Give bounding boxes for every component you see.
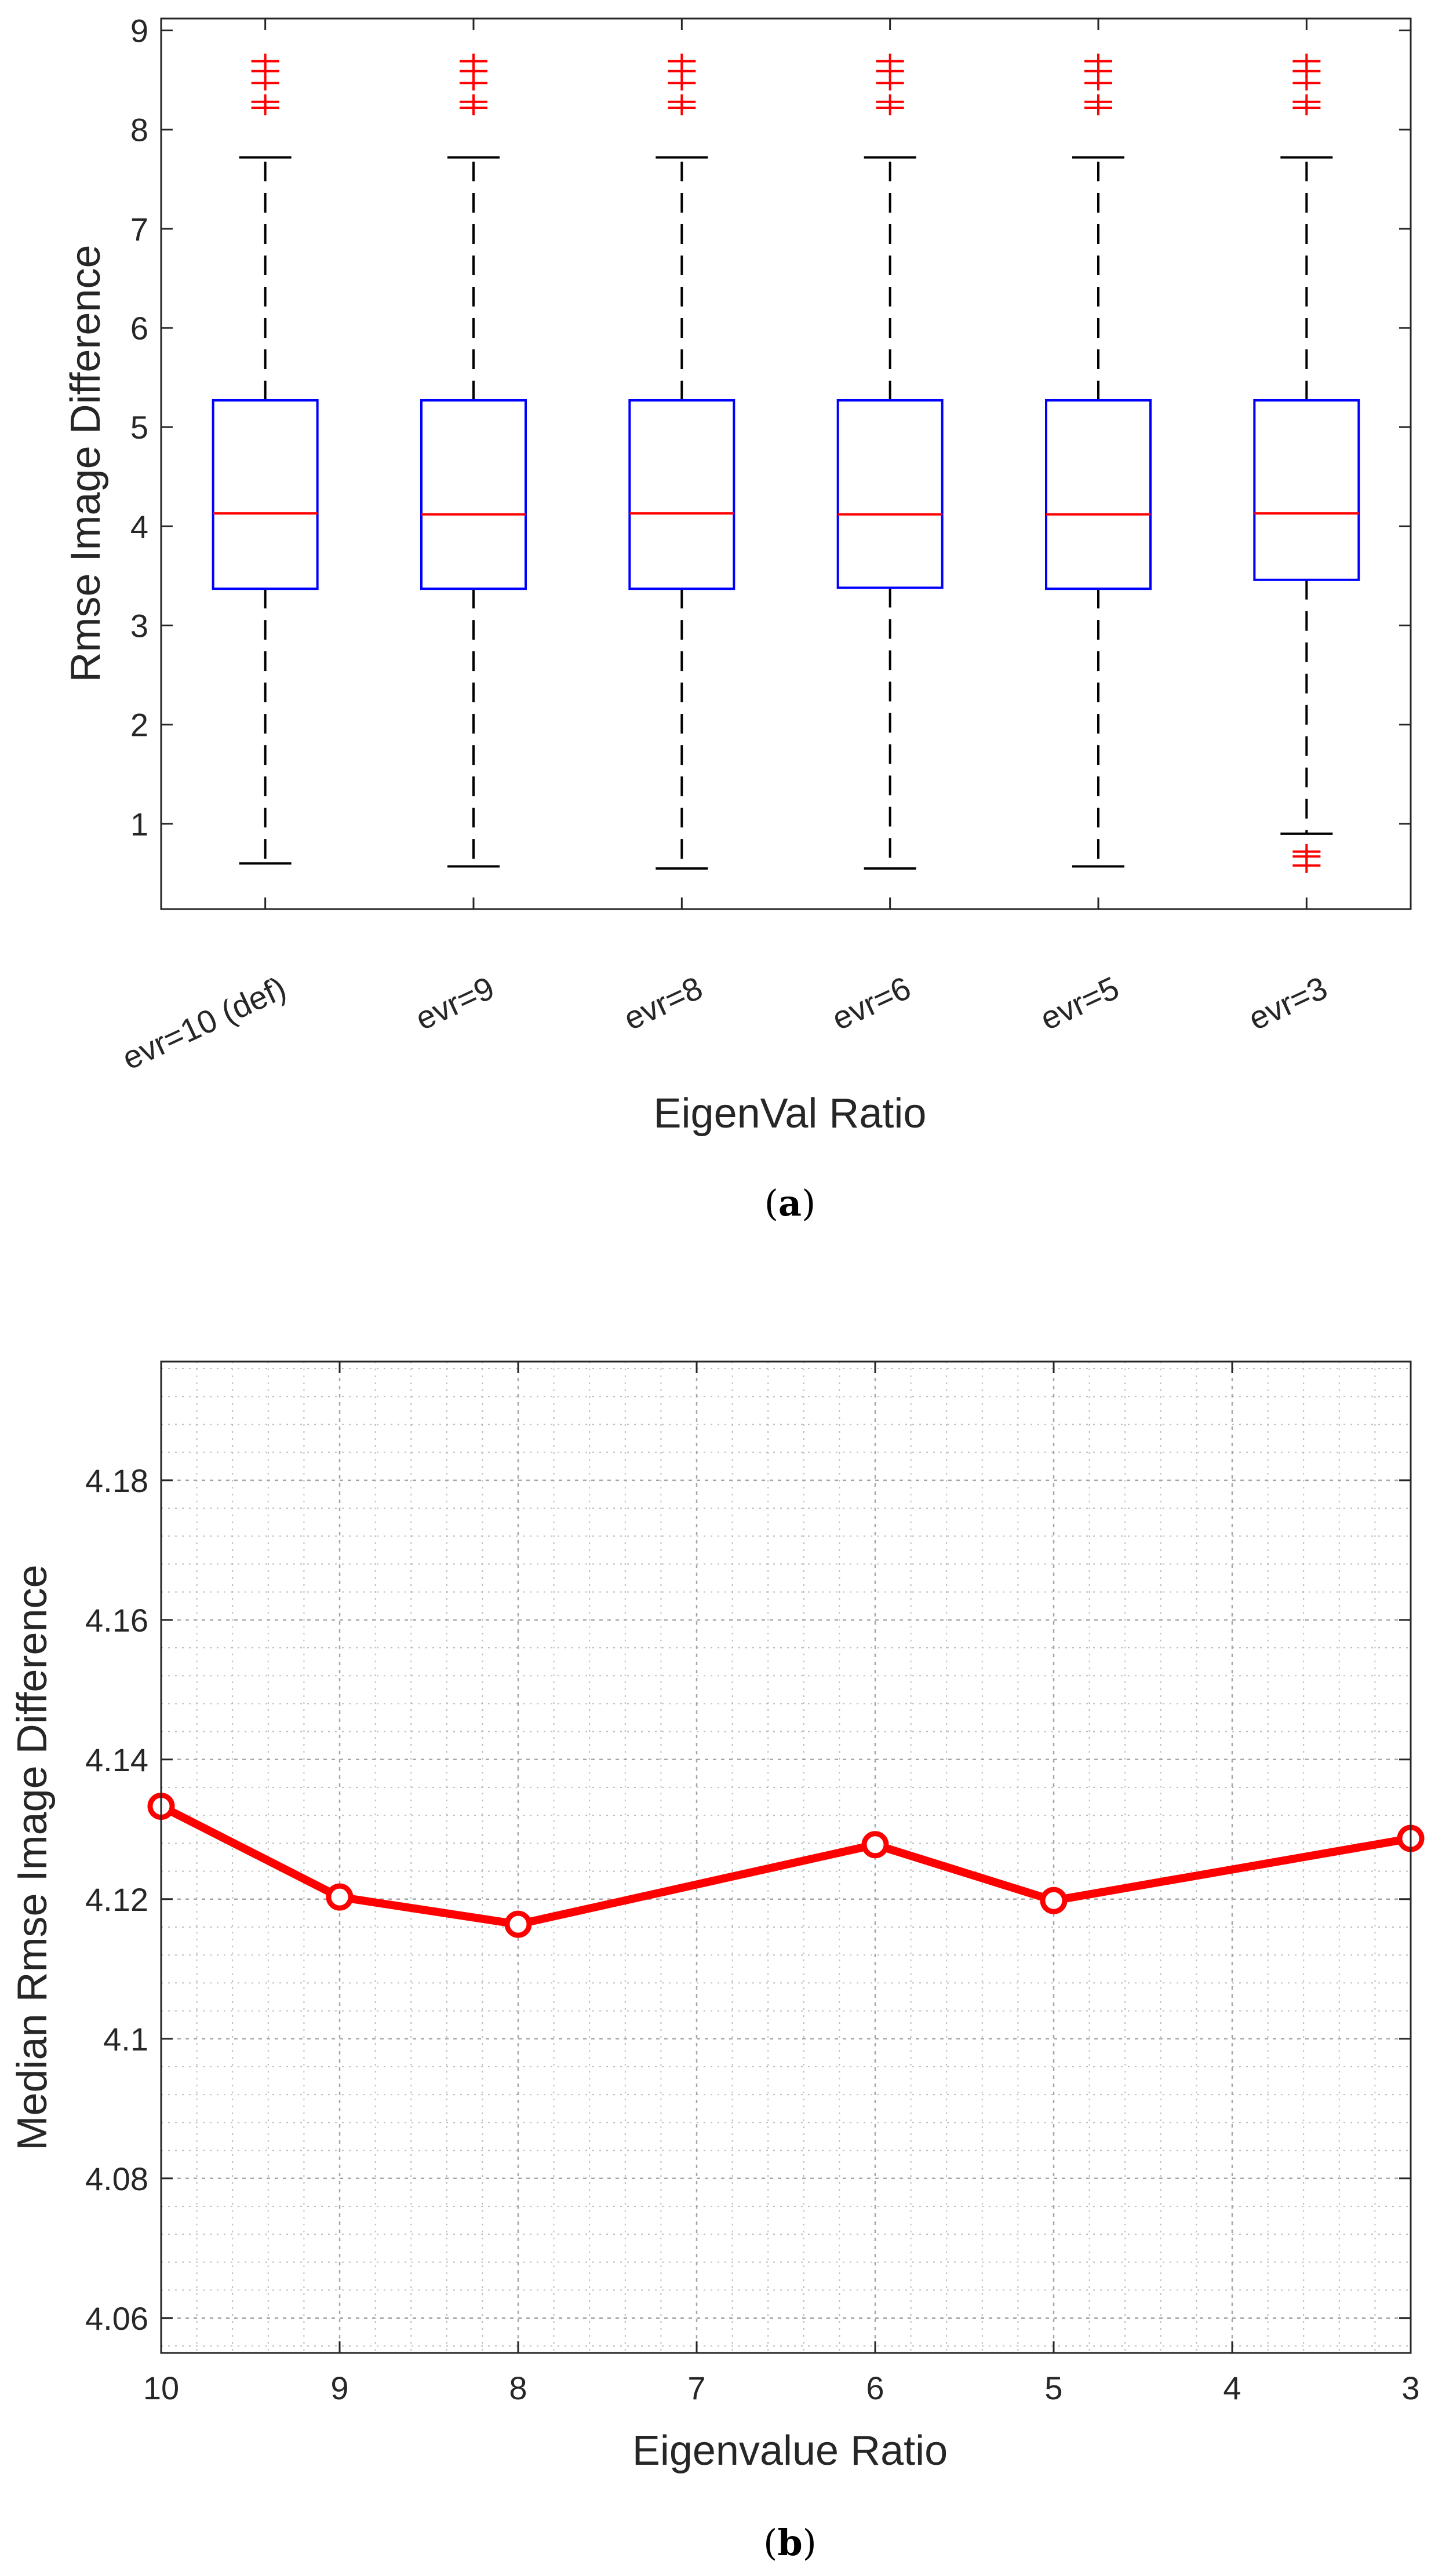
panel-a-ylabel: Rmse Image Difference — [63, 245, 109, 683]
y-tick-label: 1 — [130, 806, 148, 842]
x-tick-label: 9 — [330, 2370, 348, 2406]
series-line — [159, 1803, 1412, 1929]
panel-a-xlabel: EigenVal Ratio — [654, 1090, 927, 1137]
panel-b-y-ticks: 4.06 4.08 4.1 4.12 4.14 4.16 4.18 — [85, 1462, 1411, 2337]
panel-a-caption: (a) — [764, 1182, 816, 1224]
panel-b-x-ticks: 10 9 8 7 6 5 4 3 — [143, 1362, 1420, 2406]
panel-b-caption: (b) — [763, 2522, 817, 2564]
box-iqr — [1253, 399, 1360, 581]
y-tick-label: 9 — [130, 13, 148, 49]
x-tick-label: 6 — [866, 2370, 884, 2406]
x-tick-label: 7 — [687, 2370, 705, 2406]
x-tick-label: 4 — [1223, 2370, 1241, 2406]
y-tick-label: 4.12 — [85, 1881, 148, 1918]
data-point — [326, 1883, 354, 1911]
y-tick-label: 8 — [130, 112, 148, 148]
y-tick-label: 3 — [130, 607, 148, 644]
x-tick-label: 8 — [509, 2370, 527, 2406]
y-tick-label: 7 — [130, 211, 148, 247]
y-tick-label: 6 — [130, 310, 148, 346]
panel-a-caption-label: a — [778, 1182, 802, 1224]
y-tick-label: 2 — [130, 707, 148, 743]
panel-b-caption-label: b — [777, 2522, 802, 2564]
x-tick-label: 5 — [1044, 2370, 1062, 2406]
box-iqr — [420, 399, 527, 590]
y-tick-label: 4.06 — [85, 2300, 148, 2337]
panel-b: 4.06 4.08 4.1 4.12 4.14 4.16 4.18 10 9 8 7 6 5 4 3 Ei… — [9, 1360, 1425, 2564]
y-tick-label: 4.16 — [85, 1602, 148, 1639]
panel-a-boxes — [212, 53, 1360, 873]
panel-a-axes-frame — [160, 17, 1412, 910]
box-iqr — [1045, 399, 1152, 590]
box-iqr — [628, 399, 735, 590]
panel-b-xlabel: Eigenvalue Ratio — [632, 2428, 948, 2474]
panel-b-axes-frame — [160, 1360, 1412, 2354]
x-tick-label: 10 — [143, 2370, 179, 2406]
box-iqr — [212, 399, 319, 590]
y-tick-label: 4.14 — [85, 1742, 148, 1778]
panel-b-series — [147, 1793, 1425, 1938]
panel-b-ylabel: Median Rmse Image Difference — [9, 1564, 56, 2150]
y-tick-label: 4.08 — [85, 2161, 148, 2197]
y-tick-label: 4 — [130, 508, 148, 545]
data-point — [504, 1910, 532, 1938]
y-tick-label: 5 — [130, 409, 148, 446]
y-tick-label: 4.1 — [103, 2021, 148, 2057]
data-point — [1040, 1887, 1068, 1914]
data-point — [861, 1831, 889, 1859]
y-tick-label: 4.18 — [85, 1462, 148, 1499]
x-tick-label: 3 — [1401, 2370, 1419, 2406]
box-iqr — [836, 399, 944, 589]
panel-a-y-ticks: 1 2 3 4 5 6 7 8 9 — [130, 13, 1411, 842]
